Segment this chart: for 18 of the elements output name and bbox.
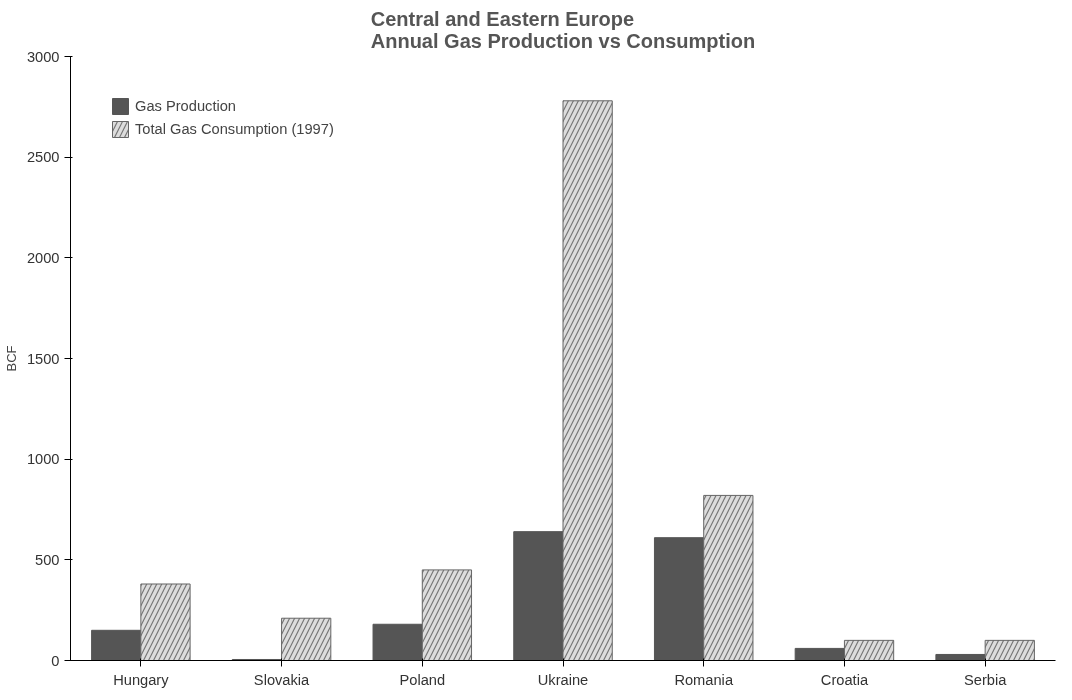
y-tick-label: 3000 [26, 48, 60, 65]
y-tick-label: 1500 [26, 350, 60, 367]
legend-label: Gas Production [135, 98, 237, 114]
x-tick-label: Serbia [963, 671, 1008, 688]
y-tick-label: 500 [35, 551, 60, 568]
x-tick-label: Romania [674, 671, 734, 688]
y-tick-label: 1000 [26, 451, 60, 468]
y-tick-label: 2500 [26, 149, 60, 166]
y-tick-label: 0 [51, 652, 60, 669]
y-axis-title: BCF [3, 345, 19, 372]
legend-label: Total Gas Consumption (1997) [135, 121, 334, 137]
y-tick-label: 2000 [26, 249, 60, 266]
x-tick-label: Croatia [820, 671, 869, 688]
chart-title: Central and Eastern Europe Annual Gas Production vs Consumption [370, 7, 756, 52]
x-tick-label: Slovakia [253, 671, 311, 688]
x-tick-label: Hungary [113, 671, 170, 688]
x-tick-label: Ukraine [537, 671, 589, 688]
x-tick-label: Poland [399, 671, 446, 688]
